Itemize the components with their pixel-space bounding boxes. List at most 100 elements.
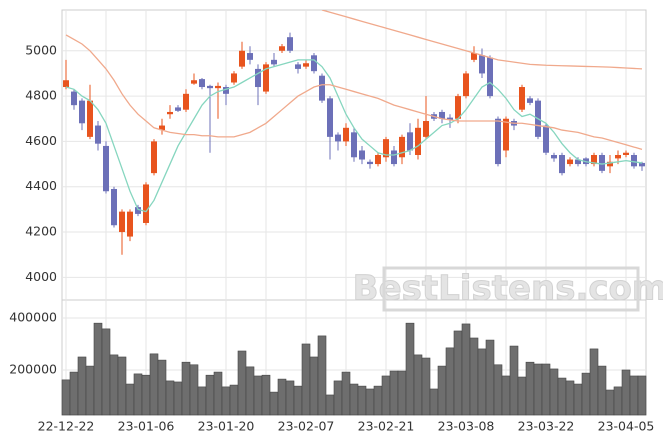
volume-bar <box>389 370 399 416</box>
y-tick-label: 4200 <box>25 224 57 239</box>
ma-lines <box>65 10 643 213</box>
candle-body <box>159 125 165 131</box>
candle-body <box>503 118 509 151</box>
volume-bar <box>85 365 95 416</box>
candle-body <box>71 91 77 106</box>
candle-body <box>575 159 581 165</box>
candle-body <box>103 145 109 192</box>
candle-body <box>567 159 573 165</box>
candle-body <box>519 87 525 110</box>
candle-body <box>119 211 125 233</box>
candle-body <box>591 155 597 165</box>
candle-body <box>175 107 181 111</box>
candle-body <box>311 55 317 72</box>
volume-bar <box>205 374 215 416</box>
candle-body <box>375 155 381 165</box>
volume-bar <box>341 371 351 416</box>
volume-bar <box>557 377 567 416</box>
volume-bar <box>493 364 503 416</box>
volume-bar <box>437 365 447 416</box>
x-tick-label: 23-01-06 <box>118 419 175 434</box>
volume-bar <box>541 363 551 416</box>
x-tick-label: 23-03-08 <box>438 419 495 434</box>
volume-bar <box>509 345 519 416</box>
candle-body <box>295 64 301 69</box>
candle-body <box>423 121 429 137</box>
candle-body <box>231 73 237 83</box>
ma-line <box>65 34 643 150</box>
volume-bar <box>421 357 431 416</box>
candle-body <box>631 155 637 167</box>
candle-body <box>367 161 373 165</box>
volume-bar <box>77 356 87 416</box>
candle-body <box>447 117 453 120</box>
volume-bar <box>261 374 271 416</box>
candle-body <box>79 100 85 124</box>
volume-bar <box>213 371 223 416</box>
volume-bar <box>61 379 71 416</box>
volume-bar <box>197 386 207 416</box>
volume-bar <box>533 363 543 416</box>
volume-bar <box>453 330 463 416</box>
x-tick-label: 22-12-22 <box>38 419 95 434</box>
volume-bar <box>285 380 295 416</box>
volume-bar <box>277 378 287 416</box>
volume-bar <box>461 323 471 416</box>
candle-body <box>415 127 421 155</box>
y-tick-label: 4000 <box>25 269 57 284</box>
candle-body <box>639 162 645 167</box>
volume-bar <box>69 371 79 416</box>
volume-bar <box>253 375 263 416</box>
candle-body <box>527 98 533 103</box>
candle-body <box>207 85 213 89</box>
candle-body <box>383 139 389 158</box>
x-tick-label: 23-03-22 <box>518 419 575 434</box>
x-tick-label: 23-01-20 <box>198 419 255 434</box>
candle-body <box>151 141 157 174</box>
volume-bar <box>549 368 559 416</box>
candle-body <box>167 111 173 115</box>
volume-bar <box>629 375 639 416</box>
volume-bar <box>365 388 375 416</box>
candle-body <box>607 161 613 167</box>
volume-bar <box>237 350 247 416</box>
volume-bar <box>621 369 631 416</box>
ma-line <box>65 59 643 213</box>
candle-body <box>455 96 461 119</box>
candle-body <box>463 73 469 97</box>
candle-body <box>143 184 149 223</box>
x-tick-label: 23-02-07 <box>278 419 335 434</box>
marks <box>61 32 647 416</box>
volume-bar <box>565 380 575 416</box>
volume-bar <box>469 337 479 416</box>
candle-body <box>87 100 93 137</box>
volume-bar <box>517 376 527 416</box>
volume-bar <box>165 380 175 416</box>
volume-bar <box>245 366 255 416</box>
volume-bar <box>333 380 343 416</box>
volume-bar <box>157 359 167 416</box>
volume-bar <box>605 389 615 416</box>
candle-body <box>319 75 325 101</box>
volume-bar <box>293 385 303 416</box>
volume-bar <box>373 385 383 416</box>
volume-bar <box>581 372 591 416</box>
candle-body <box>359 150 365 160</box>
candle-body <box>327 98 333 137</box>
candle-body <box>471 53 477 60</box>
y-tick-label: 4800 <box>25 88 57 103</box>
watermark-box <box>382 266 640 312</box>
volume-bar <box>229 384 239 416</box>
candle-body <box>623 152 629 155</box>
candle-body <box>391 150 397 165</box>
volume-bar <box>477 348 487 416</box>
volume-bar <box>309 356 319 416</box>
candle-body <box>335 134 341 142</box>
candle-body <box>263 64 269 92</box>
candle-body <box>127 211 133 237</box>
volume-bar <box>357 385 367 416</box>
y-tick-label: 4400 <box>25 178 57 193</box>
candle-body <box>495 118 501 165</box>
volume-bar <box>613 386 623 416</box>
